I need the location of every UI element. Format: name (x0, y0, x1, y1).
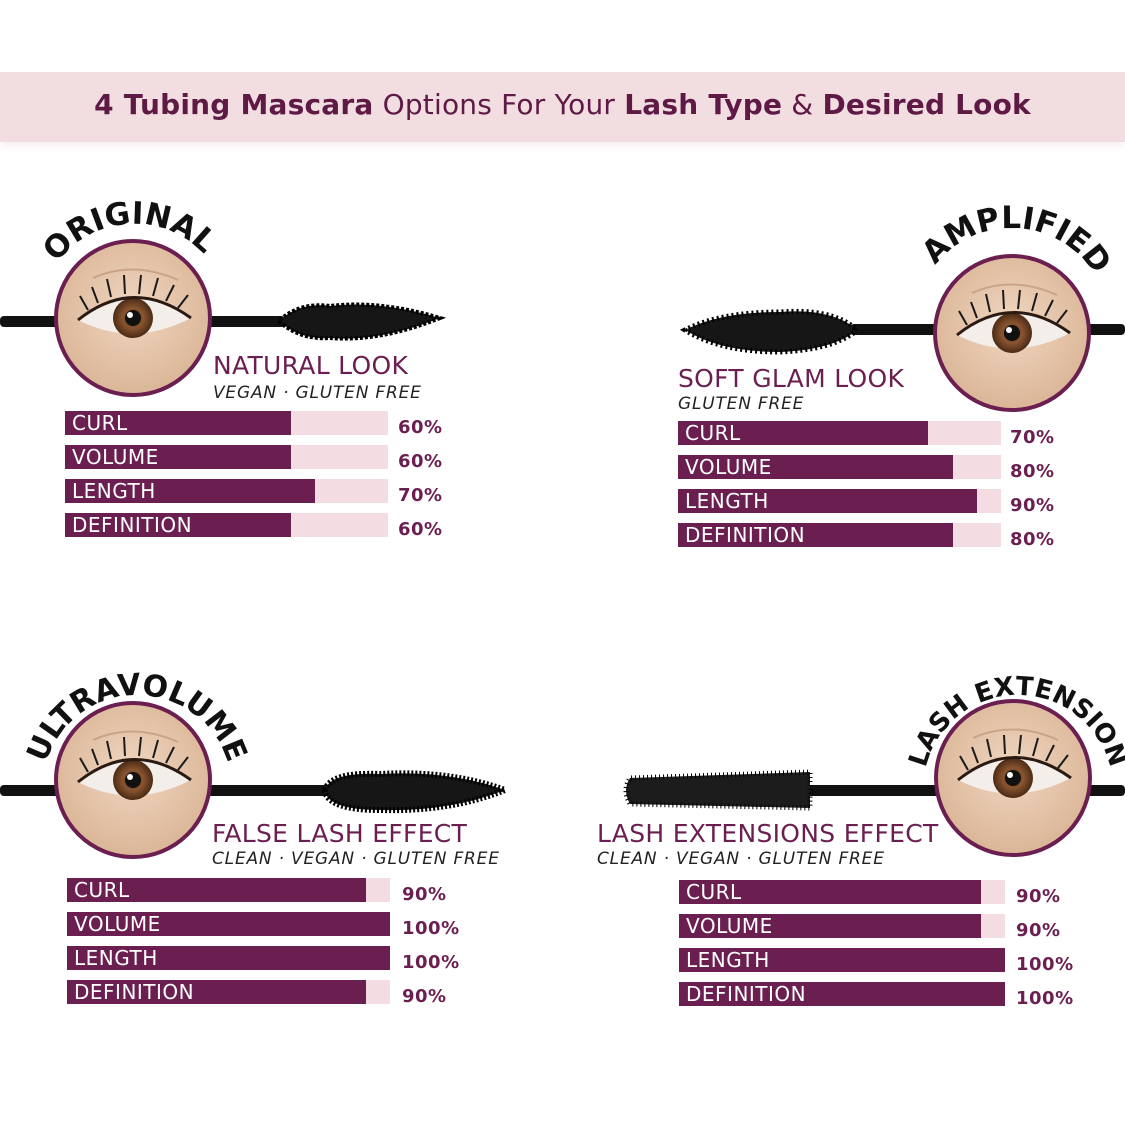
bar-value-label: 90% (1016, 920, 1061, 941)
title-regular-2: & (782, 88, 823, 121)
title-bold-2: Lash Type (624, 88, 783, 121)
bar-label: DEFINITION (686, 982, 807, 1006)
bar-label: CURL (74, 878, 130, 902)
bar-fill (678, 421, 928, 445)
original-heading: NATURAL LOOK (213, 351, 409, 380)
bar-fill (679, 982, 1005, 1006)
bar-value-label: 80% (1010, 529, 1055, 550)
bar-fill (679, 880, 981, 904)
amplified-subtitle: GLUTEN FREE (678, 394, 805, 414)
bar-fill (67, 878, 366, 902)
bar-row: LENGTH 90% (678, 489, 1070, 516)
bar-row: DEFINITION 80% (678, 523, 1070, 550)
bar-fill (679, 914, 981, 938)
amplified-heading: SOFT GLAM LOOK (678, 364, 905, 393)
bar-label: VOLUME (685, 455, 772, 479)
bar-row: DEFINITION 90% (67, 980, 462, 1007)
bar-fill (678, 489, 977, 513)
lash-extension-subtitle: CLEAN · VEGAN · GLUTEN FREE (597, 849, 885, 869)
bar-row: VOLUME 60% (65, 445, 458, 472)
bar-fill (65, 479, 315, 503)
bar-row: VOLUME 100% (67, 912, 462, 939)
bar-fill (65, 411, 291, 435)
bar-label: DEFINITION (72, 513, 193, 537)
bar-row: DEFINITION 100% (679, 982, 1076, 1009)
bar-value-label: 100% (1016, 954, 1074, 975)
bar-row: CURL 60% (65, 411, 458, 438)
bar-label: VOLUME (72, 445, 159, 469)
bar-fill (67, 980, 366, 1004)
bar-fill (678, 455, 953, 479)
bar-value-label: 90% (402, 986, 447, 1007)
bar-value-label: 80% (1010, 461, 1055, 482)
ultravolume-subtitle: CLEAN · VEGAN · GLUTEN FREE (212, 849, 500, 869)
bar-fill (678, 523, 953, 547)
bar-value-label: 100% (402, 918, 460, 939)
bar-value-label: 90% (1016, 886, 1061, 907)
bar-label: DEFINITION (74, 980, 195, 1004)
bar-label: CURL (685, 421, 741, 445)
bar-row: LENGTH 70% (65, 479, 458, 506)
bar-row: CURL 90% (679, 880, 1076, 907)
bar-value-label: 60% (398, 519, 443, 540)
header-band (0, 72, 1125, 142)
bar-value-label: 90% (402, 884, 447, 905)
bar-fill (67, 946, 390, 970)
bar-row: VOLUME 80% (678, 455, 1070, 482)
bar-row: CURL 90% (67, 878, 462, 905)
original-subtitle: VEGAN · GLUTEN FREE (213, 383, 422, 403)
original-eye-image (54, 239, 212, 397)
bar-value-label: 70% (1010, 427, 1055, 448)
bar-label: LENGTH (72, 479, 156, 503)
bar-fill (65, 445, 291, 469)
title-regular-1: Options For Your (373, 88, 625, 121)
bar-fill (65, 513, 291, 537)
bar-value-label: 100% (402, 952, 460, 973)
lash-extension-heading: LASH EXTENSIONS EFFECT (597, 819, 939, 848)
bar-label: DEFINITION (685, 523, 806, 547)
title-bold-1: 4 Tubing Mascara (94, 88, 374, 121)
bar-fill (679, 948, 1005, 972)
bar-label: VOLUME (686, 914, 773, 938)
ultravolume-heading: FALSE LASH EFFECT (212, 819, 468, 848)
bar-label: LENGTH (74, 946, 158, 970)
bar-value-label: 90% (1010, 495, 1055, 516)
bar-row: CURL 70% (678, 421, 1070, 448)
page-title: 4 Tubing Mascara Options For Your Lash T… (0, 88, 1125, 121)
amplified-eye-image (933, 254, 1091, 412)
lash-extension-eye-image (934, 699, 1092, 857)
bar-label: CURL (686, 880, 742, 904)
ultravolume-eye-image (54, 701, 212, 859)
bar-row: VOLUME 90% (679, 914, 1076, 941)
bar-value-label: 70% (398, 485, 443, 506)
bar-value-label: 60% (398, 451, 443, 472)
bar-row: LENGTH 100% (679, 948, 1076, 975)
bar-label: LENGTH (685, 489, 769, 513)
bar-row: DEFINITION 60% (65, 513, 458, 540)
bar-label: CURL (72, 411, 128, 435)
bar-value-label: 100% (1016, 988, 1074, 1009)
bar-label: LENGTH (686, 948, 770, 972)
bar-label: VOLUME (74, 912, 161, 936)
bar-value-label: 60% (398, 417, 443, 438)
bar-fill (67, 912, 390, 936)
bar-row: LENGTH 100% (67, 946, 462, 973)
title-bold-3: Desired Look (822, 88, 1031, 121)
